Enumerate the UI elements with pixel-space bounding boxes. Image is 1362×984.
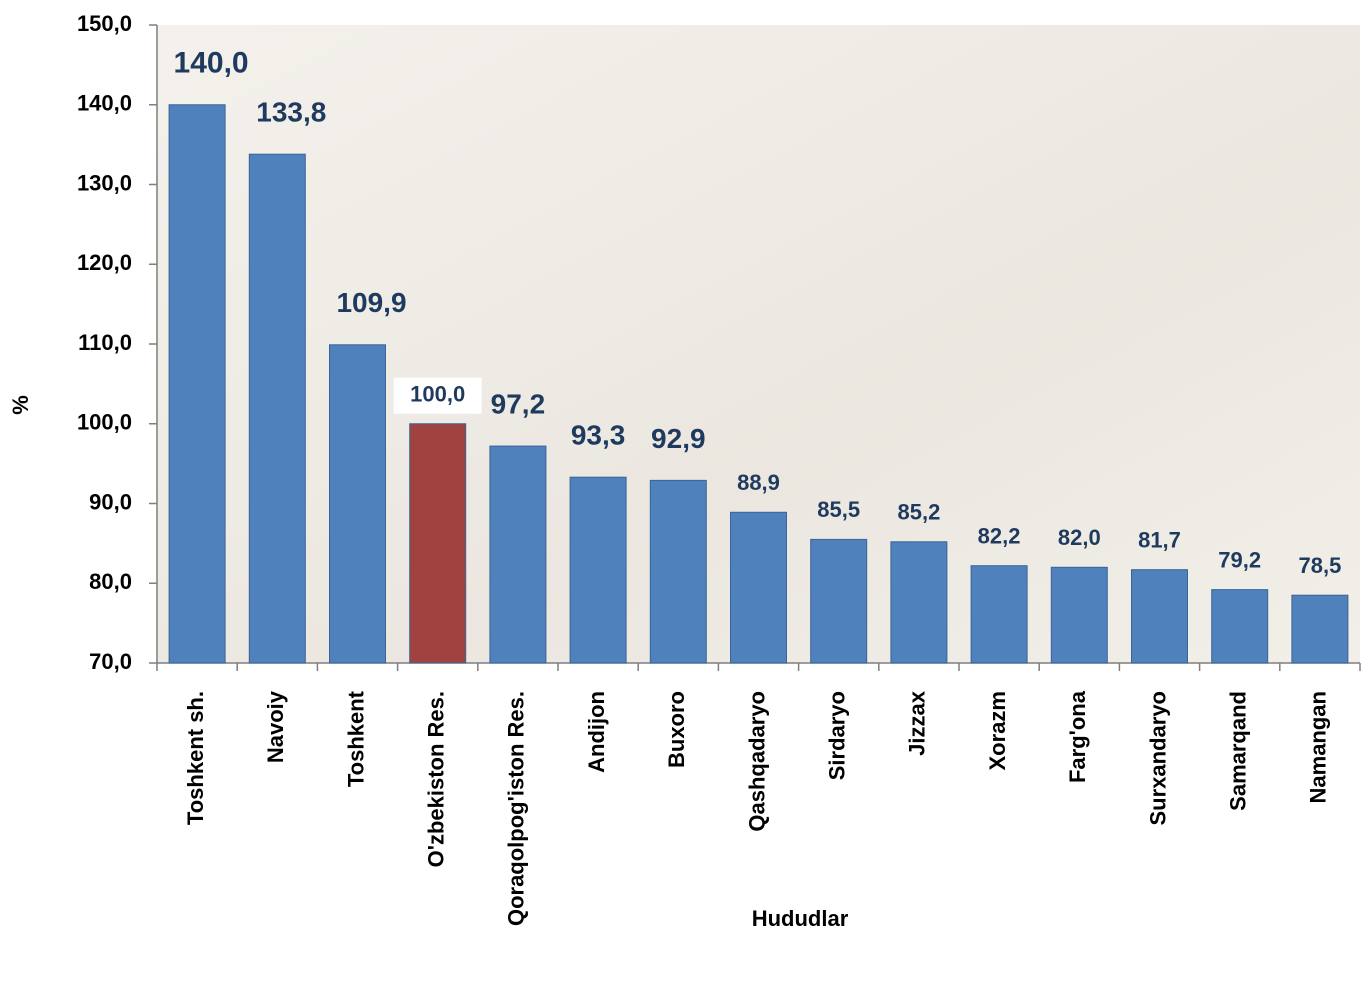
- x-tick-label: Qashqadaryo: [744, 691, 769, 832]
- x-tick-label: Jizzax: [905, 690, 930, 756]
- bar: [649, 479, 707, 664]
- value-label: 82,2: [978, 524, 1021, 549]
- x-tick-label: Namangan: [1306, 691, 1331, 803]
- bar: [810, 538, 868, 664]
- x-axis-label: Hududlar: [752, 906, 849, 931]
- value-label-background: [393, 377, 482, 414]
- value-label: 93,3: [571, 420, 626, 451]
- x-tick-label: O'zbekiston Res.: [424, 691, 449, 867]
- y-tick-label: 130,0: [77, 170, 132, 195]
- x-tick-label: Xorazm: [985, 691, 1010, 770]
- bar: [409, 423, 467, 664]
- bar: [489, 445, 547, 664]
- bar: [1050, 566, 1108, 664]
- value-label: 81,7: [1138, 528, 1181, 553]
- x-tick-label: Farg'ona: [1065, 690, 1090, 783]
- y-tick-label: 120,0: [77, 250, 132, 275]
- y-axis-label: %: [8, 395, 33, 415]
- y-tick-label: 70,0: [89, 649, 132, 674]
- y-tick-label: 150,0: [77, 11, 132, 36]
- bar: [569, 476, 627, 664]
- x-tick-label: Qoraqolpog'iston Res.: [504, 691, 529, 926]
- y-tick-label: 80,0: [89, 569, 132, 594]
- x-tick-label: Surxandaryo: [1145, 691, 1170, 826]
- value-label: 82,0: [1058, 525, 1101, 550]
- x-tick-label: Samarqand: [1226, 691, 1251, 811]
- bar: [970, 565, 1028, 664]
- value-label: 97,2: [491, 388, 546, 419]
- value-label: 100,0: [410, 382, 465, 407]
- bar: [730, 511, 787, 664]
- bar: [1131, 569, 1188, 664]
- value-label: 78,5: [1298, 553, 1341, 578]
- bar: [168, 104, 226, 664]
- x-tick-label: Andijon: [584, 691, 609, 773]
- value-label: 109,9: [336, 287, 406, 318]
- bar: [1211, 589, 1269, 664]
- value-label: 140,0: [174, 47, 249, 80]
- y-tick-label: 90,0: [89, 489, 132, 514]
- x-tick-label: Toshkent: [343, 690, 368, 787]
- value-label: 85,5: [817, 497, 860, 522]
- bar: [890, 541, 948, 664]
- x-tick-label: Buxoro: [664, 691, 689, 768]
- y-tick-label: 110,0: [78, 330, 132, 355]
- x-tick-label: Navoiy: [263, 690, 288, 763]
- bar: [248, 153, 306, 664]
- x-tick-label: Sirdaryo: [825, 691, 850, 780]
- value-label: 133,8: [256, 97, 326, 128]
- bar: [1291, 594, 1349, 664]
- y-tick-label: 140,0: [77, 91, 132, 116]
- x-tick-label: Toshkent sh.: [183, 691, 208, 825]
- value-label: 88,9: [737, 470, 780, 495]
- value-label: 85,2: [897, 500, 940, 525]
- value-label: 79,2: [1218, 547, 1261, 572]
- value-label: 92,9: [651, 423, 706, 454]
- y-tick-label: 100,0: [77, 410, 132, 435]
- bar: [329, 344, 386, 664]
